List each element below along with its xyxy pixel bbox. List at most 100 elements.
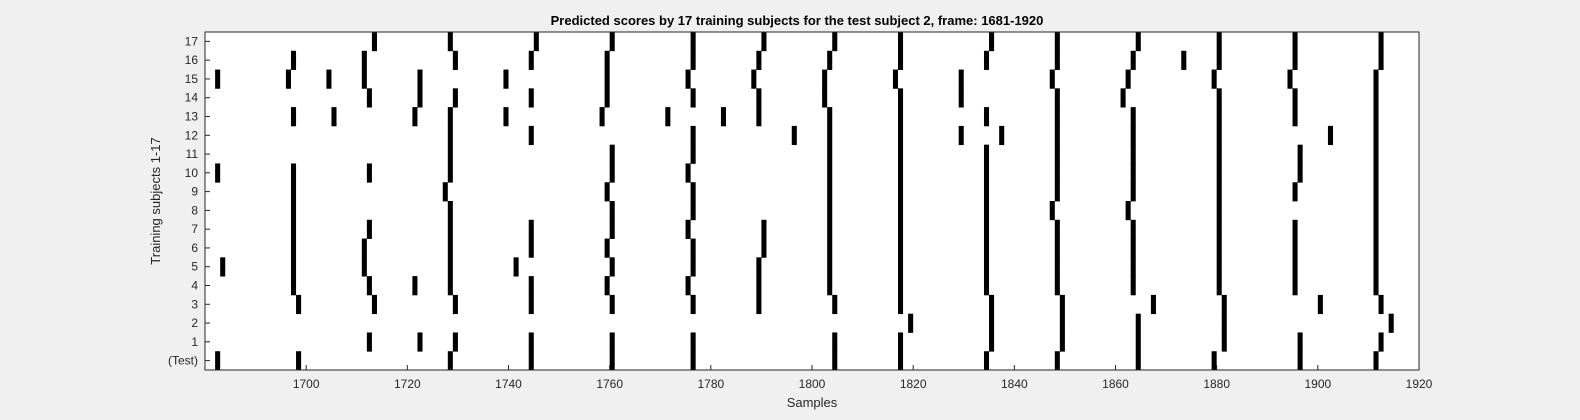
event-mark: [371, 32, 377, 52]
event-mark: [290, 238, 297, 258]
event-mark: [1130, 276, 1136, 296]
event-mark: [690, 88, 696, 108]
event-marks: [215, 32, 1394, 371]
event-mark: [827, 219, 833, 239]
event-mark: [1317, 294, 1323, 315]
event-mark: [983, 276, 990, 296]
event-mark: [1221, 332, 1227, 352]
event-mark: [1211, 69, 1217, 89]
event-mark: [1378, 332, 1384, 352]
event-mark: [1221, 294, 1227, 315]
event-mark: [528, 294, 534, 315]
event-mark: [756, 107, 762, 127]
event-mark: [897, 294, 904, 315]
event-mark: [827, 125, 833, 146]
event-mark: [690, 294, 696, 315]
event-mark: [1054, 50, 1060, 70]
event-mark: [290, 201, 297, 221]
event-mark: [1292, 182, 1298, 202]
event-mark: [690, 50, 696, 70]
y-tick-label: 17: [185, 34, 199, 48]
event-mark: [761, 32, 767, 52]
event-mark: [690, 332, 696, 352]
event-mark: [528, 332, 534, 352]
event-mark: [1216, 163, 1222, 183]
event-mark: [447, 163, 453, 183]
x-tick-label: 1700: [293, 377, 320, 391]
y-tick-label: 8: [191, 203, 198, 217]
event-mark: [892, 69, 898, 89]
event-mark: [447, 276, 453, 296]
event-mark: [1130, 182, 1136, 202]
event-mark: [1054, 276, 1060, 296]
event-mark: [756, 257, 762, 277]
event-mark: [983, 144, 990, 164]
event-mark: [609, 144, 615, 164]
event-mark: [897, 257, 904, 277]
event-mark: [609, 201, 615, 221]
event-mark: [609, 163, 615, 183]
y-tick-label: 12: [185, 128, 199, 142]
event-mark: [983, 238, 990, 258]
event-mark: [897, 351, 904, 371]
event-mark: [1054, 125, 1060, 146]
x-tick-label: 1800: [799, 377, 826, 391]
event-mark: [989, 332, 995, 352]
event-mark: [690, 351, 696, 371]
event-mark: [1373, 69, 1379, 89]
event-mark: [366, 219, 372, 239]
event-mark: [417, 69, 423, 89]
event-mark: [1054, 88, 1060, 108]
event-mark: [609, 257, 615, 277]
event-mark: [1130, 219, 1136, 239]
event-mark: [1059, 313, 1065, 333]
event-mark: [832, 32, 838, 52]
event-mark: [604, 182, 610, 202]
event-mark: [503, 69, 509, 89]
event-mark: [1216, 182, 1222, 202]
event-mark: [1054, 182, 1060, 202]
event-mark: [897, 238, 904, 258]
event-mark: [690, 238, 696, 258]
y-tick-label: 6: [191, 241, 198, 255]
event-mark: [604, 88, 610, 108]
event-mark: [1287, 69, 1293, 89]
event-mark: [447, 257, 453, 277]
event-mark: [1130, 50, 1136, 70]
event-mark: [609, 332, 615, 352]
event-mark: [452, 88, 458, 108]
event-mark: [1292, 88, 1298, 108]
event-mark: [220, 257, 226, 277]
event-mark: [528, 276, 534, 296]
event-mark: [1373, 88, 1379, 108]
event-mark: [690, 125, 696, 146]
event-mark: [751, 69, 757, 89]
event-mark: [1135, 351, 1141, 371]
event-mark: [1373, 182, 1379, 202]
event-mark: [1211, 351, 1217, 371]
event-mark: [609, 294, 615, 315]
event-mark: [528, 351, 534, 371]
event-mark: [827, 107, 833, 127]
event-mark: [958, 69, 964, 89]
event-mark: [1297, 144, 1303, 164]
event-mark: [1125, 201, 1131, 221]
event-mark: [827, 182, 833, 202]
event-mark: [1373, 351, 1379, 371]
event-mark: [447, 125, 453, 146]
event-mark: [296, 294, 302, 315]
y-tick-label: (Test): [168, 354, 198, 368]
event-mark: [685, 163, 691, 183]
x-tick-label: 1820: [900, 377, 927, 391]
x-tick-label: 1920: [1406, 377, 1433, 391]
x-tick-label: 1860: [1102, 377, 1129, 391]
event-mark: [827, 238, 833, 258]
event-mark: [1216, 107, 1222, 127]
event-mark: [1054, 107, 1060, 127]
event-mark: [1373, 201, 1379, 221]
event-mark: [1049, 201, 1055, 221]
event-mark: [215, 163, 221, 183]
x-tick-label: 1720: [394, 377, 421, 391]
event-mark: [1150, 294, 1156, 315]
